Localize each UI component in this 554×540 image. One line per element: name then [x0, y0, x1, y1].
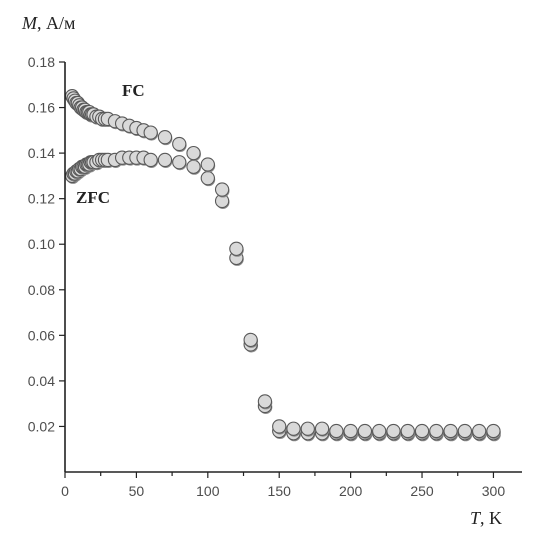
x-tick-label: 250 — [410, 483, 434, 499]
fc-point — [286, 421, 301, 436]
fc-point — [243, 332, 258, 348]
fc-point — [172, 136, 187, 152]
y-tick-label: 0.18 — [28, 54, 55, 70]
y-axis-label: M, А/м — [21, 13, 75, 33]
fc-point — [229, 241, 244, 256]
x-tick-label: 100 — [196, 483, 220, 499]
fc-point — [257, 394, 273, 409]
fc-point — [314, 421, 330, 436]
y-axis-unit: , А/м — [37, 13, 75, 33]
y-tick-label: 0.12 — [28, 191, 55, 207]
y-tick-label: 0.02 — [28, 418, 55, 434]
fc-point — [472, 423, 487, 439]
series-label-fc: FC — [122, 81, 145, 100]
x-tick-label: 50 — [129, 483, 145, 499]
y-tick-label: 0.06 — [28, 327, 55, 343]
zfc-point — [172, 155, 187, 170]
x-axis-unit: , K — [480, 508, 502, 528]
fc-point — [486, 423, 501, 439]
fc-point — [157, 130, 173, 145]
fc-point — [457, 423, 473, 439]
series-label-zfc: ZFC — [76, 188, 110, 207]
fc-point — [372, 423, 387, 439]
fc-point — [386, 423, 401, 439]
fc-point — [443, 423, 458, 439]
zfc-point — [200, 171, 215, 186]
data-points — [64, 89, 501, 442]
tick-labels: 0.02 0.04 0.06 0.08 0.10 0.12 0.14 0.16 0.18 0 50 1… — [28, 54, 506, 499]
y-tick-label: 0.08 — [28, 282, 55, 298]
x-tick-label: 300 — [482, 483, 506, 499]
zfc-point — [186, 159, 201, 174]
fc-point — [186, 145, 201, 161]
fc-point — [429, 423, 444, 439]
fc-point — [143, 125, 158, 140]
y-axis-symbol: M — [21, 13, 38, 33]
x-axis-label: T, K — [470, 508, 502, 528]
x-tick-label: 150 — [268, 483, 292, 499]
x-axis-symbol: T — [470, 508, 482, 528]
fc-point — [214, 182, 230, 197]
y-tick-label: 0.14 — [28, 145, 55, 161]
axes — [59, 61, 522, 478]
x-tick-label: 200 — [339, 483, 363, 499]
zfc-point — [157, 152, 173, 168]
fc-point — [414, 423, 430, 439]
y-tick-label: 0.16 — [28, 100, 55, 116]
fc-point — [400, 423, 415, 439]
fc-point — [272, 419, 287, 434]
fc-point — [357, 423, 373, 439]
x-tick-label: 0 — [61, 483, 69, 499]
fc-point — [200, 157, 215, 172]
fc-point — [343, 423, 358, 439]
y-tick-label: 0.10 — [28, 236, 55, 252]
fc-point — [300, 421, 315, 436]
y-tick-label: 0.04 — [28, 373, 55, 389]
zfc-point — [143, 152, 158, 168]
fc-point — [329, 423, 344, 439]
